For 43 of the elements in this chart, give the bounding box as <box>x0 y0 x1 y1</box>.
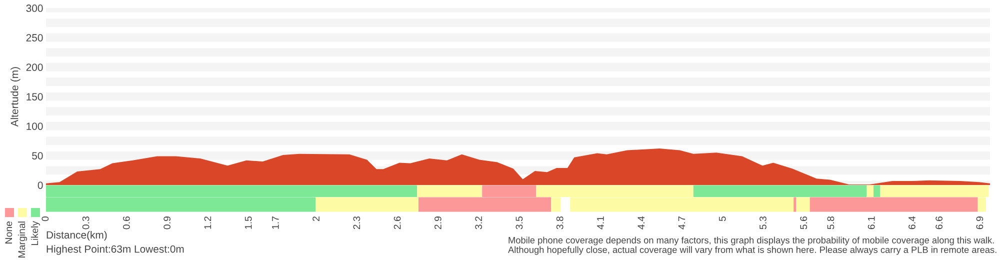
x-tick-label: 0.6 <box>122 216 130 230</box>
x-tick-label: 3.5 <box>516 216 523 230</box>
y-tick-label: 100 <box>26 122 43 130</box>
x-tick-label: 3.2 <box>475 216 482 230</box>
text: Likely <box>30 221 40 246</box>
x-tick-label: 4.1 <box>597 216 604 230</box>
y-tick-label: 200 <box>26 64 43 71</box>
y-axis-title: Altertude (m) <box>10 67 20 127</box>
bar <box>794 197 796 212</box>
x-tick-label: 2.6 <box>394 216 401 230</box>
x-tick-label: 0 <box>42 216 49 222</box>
x-tick-label: 0.3 <box>82 216 90 230</box>
annotation: Highest Point:63m Lowest:0m <box>46 245 184 255</box>
y-tick-label: 300 <box>26 4 43 12</box>
bar <box>874 185 880 198</box>
y-tick-label: 250 <box>26 34 43 42</box>
x-tick-label: 5.8 <box>827 216 834 230</box>
x-axis-title: Distance(km) <box>46 230 107 241</box>
x-tick-label: 6.9 <box>976 216 984 230</box>
bar <box>796 197 810 212</box>
x-tick-label: 1.2 <box>204 216 212 229</box>
y-tick-label: 0 <box>38 182 43 189</box>
x-tick-label: 5.3 <box>760 216 766 230</box>
x-tick-label: 4.4 <box>638 216 644 230</box>
x-tick-label: 2 <box>312 216 320 221</box>
text: None <box>5 221 12 244</box>
y-tick-label: 50 <box>32 152 43 160</box>
text: Marginal <box>18 222 28 258</box>
annotation: Mobile phone coverage depends on many factors, this graph displays the probability of mobile coverage along this walk. Although hopefully close, actual coverage will vary from what is shown here. Please always carry a PLB in remote areas. <box>508 236 996 255</box>
y-tick-label: 150 <box>26 93 43 100</box>
x-tick-label: 3.8 <box>556 216 564 230</box>
x-tick-label: 2.9 <box>434 216 442 230</box>
x-tick-label: 6.1 <box>868 216 875 230</box>
x-tick-label: 5 <box>719 216 726 222</box>
x-tick-label: 2.3 <box>353 216 360 230</box>
x-tick-label: 6.4 <box>908 216 916 230</box>
x-tick-label: 1.5 <box>244 216 252 229</box>
x-tick-label: 4.7 <box>678 216 686 230</box>
x-tick-label: 5.6 <box>800 216 808 230</box>
x-tick-label: 0.9 <box>164 216 171 230</box>
x-tick-label: 6.6 <box>936 216 942 230</box>
bar <box>866 185 874 198</box>
x-tick-label: 1.7 <box>272 216 279 229</box>
